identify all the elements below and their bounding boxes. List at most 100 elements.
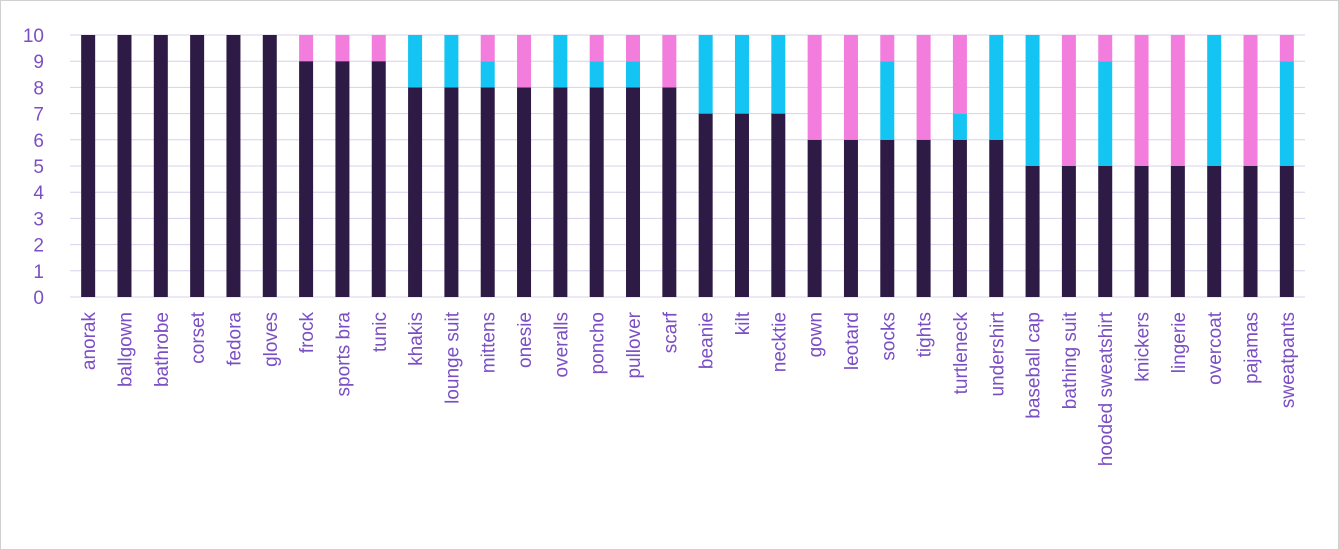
- bar-segment-knickers-series-1: [1134, 166, 1149, 297]
- y-tick-label: 10: [23, 26, 44, 47]
- y-tick-label: 2: [33, 236, 44, 257]
- x-tick-label: anorak: [79, 312, 100, 371]
- x-tick-label: turtleneck: [951, 312, 972, 395]
- bar-segment-onesie-series-1: [517, 87, 532, 298]
- bar-segment-overcoat-series-1: [1207, 166, 1222, 297]
- x-tick-label: necktie: [769, 312, 790, 372]
- bar-segment-undershirt-series-2: [989, 35, 1004, 140]
- y-tick-label: 7: [33, 105, 44, 126]
- x-tick-label: ballgown: [115, 312, 136, 387]
- x-tick-label: baseball cap: [1024, 312, 1045, 419]
- bar-segment-leotard-series-1: [843, 139, 858, 297]
- x-tick-label: khakis: [406, 312, 427, 366]
- x-tick-label: scarf: [660, 311, 681, 353]
- x-tick-label: sweatpants: [1278, 312, 1299, 408]
- x-axis-labels: anorak ballgown bathrobe corset fedora gloves…: [79, 311, 1299, 466]
- bar-segment-lingerie-series-1: [1170, 166, 1185, 297]
- bar-segment-overalls-series-2: [553, 35, 568, 88]
- bar-segment-mittens-series-1: [480, 87, 495, 298]
- bar-segment-pajamas-series-1: [1243, 166, 1258, 297]
- x-tick-label: kilt: [733, 311, 754, 335]
- x-tick-label: tunic: [370, 312, 391, 352]
- bar-segment-knickers-series-3: [1134, 35, 1149, 166]
- y-tick-label: 8: [33, 78, 44, 99]
- x-tick-label: overalls: [551, 312, 572, 377]
- bar-segment-baseball-cap-series-1: [1025, 166, 1040, 297]
- bar-segment-scarf-series-3: [662, 35, 677, 88]
- x-tick-label: frock: [297, 312, 318, 354]
- bar-segment-lounge-suit-series-1: [444, 87, 459, 298]
- bar-segment-gloves-series-1: [262, 35, 277, 297]
- x-tick-label: fedora: [224, 312, 245, 366]
- bar-segment-pullover-series-2: [626, 61, 641, 88]
- bar-segment-socks-series-2: [880, 61, 895, 140]
- bar-segment-sweatpants-series-2: [1279, 61, 1294, 167]
- x-tick-label: sports bra: [333, 312, 354, 397]
- bar-segment-overcoat-series-2: [1207, 35, 1222, 166]
- bar-segment-anorak-series-1: [81, 35, 96, 297]
- bar-segment-poncho-series-2: [589, 61, 604, 88]
- x-tick-label: undershirt: [987, 311, 1008, 396]
- bar-segment-kilt-series-1: [734, 113, 749, 297]
- bar-segment-ballgown-series-1: [117, 35, 132, 297]
- x-tick-label: knickers: [1133, 312, 1154, 382]
- x-tick-label: lounge suit: [442, 311, 463, 404]
- bar-segment-hooded-sweatshirt-series-1: [1098, 166, 1113, 297]
- bar-segment-pajamas-series-3: [1243, 35, 1258, 166]
- bar-segment-lounge-suit-series-2: [444, 35, 459, 88]
- x-tick-label: overcoat: [1205, 311, 1226, 385]
- bar-segment-sports-bra-series-1: [335, 61, 350, 298]
- bar-segment-pullover-series-3: [626, 35, 641, 62]
- bar-segment-baseball-cap-series-2: [1025, 35, 1040, 166]
- bars: [81, 35, 1294, 298]
- x-tick-label: gown: [806, 312, 827, 357]
- x-tick-label: pajamas: [1242, 312, 1263, 384]
- bar-segment-beanie-series-2: [698, 35, 713, 114]
- bar-segment-corset-series-1: [190, 35, 205, 297]
- y-tick-label: 9: [33, 52, 44, 73]
- bar-segment-bathrobe-series-1: [153, 35, 168, 297]
- bar-segment-lingerie-series-3: [1170, 35, 1185, 166]
- bar-segment-sports-bra-series-3: [335, 35, 350, 62]
- bar-segment-khakis-series-1: [408, 87, 423, 298]
- bar-segment-bathing-suit-series-1: [1061, 166, 1076, 297]
- x-tick-label: lingerie: [1169, 312, 1190, 373]
- bar-segment-tunic-series-3: [371, 35, 386, 62]
- bar-segment-tights-series-3: [916, 35, 931, 140]
- bar-segment-onesie-series-3: [517, 35, 532, 88]
- bar-segment-turtleneck-series-1: [952, 139, 967, 297]
- y-tick-label: 6: [33, 131, 44, 152]
- bar-segment-turtleneck-series-2: [952, 113, 967, 140]
- x-tick-label: socks: [878, 312, 899, 361]
- bar-segment-mittens-series-3: [480, 35, 495, 62]
- x-tick-label: corset: [188, 311, 209, 363]
- y-tick-label: 1: [33, 262, 44, 283]
- x-tick-label: onesie: [515, 312, 536, 368]
- x-tick-label: bathrobe: [152, 312, 173, 387]
- bar-segment-bathing-suit-series-3: [1061, 35, 1076, 166]
- y-tick-label: 5: [33, 157, 44, 178]
- bar-segment-socks-series-1: [880, 139, 895, 297]
- x-tick-label: pullover: [624, 311, 645, 378]
- bar-segment-necktie-series-2: [771, 35, 786, 114]
- bar-segment-socks-series-3: [880, 35, 895, 62]
- bar-segment-gown-series-1: [807, 139, 822, 297]
- y-tick-label: 3: [33, 209, 44, 230]
- bar-segment-sweatpants-series-1: [1279, 166, 1294, 297]
- bar-segment-beanie-series-1: [698, 113, 713, 297]
- y-axis-ticks: 0 1 2 3 4 5 6 7 8 9 10: [23, 26, 45, 309]
- bar-segment-hooded-sweatshirt-series-3: [1098, 35, 1113, 62]
- x-tick-label: bathing suit: [1060, 311, 1081, 409]
- bar-segment-frock-series-3: [299, 35, 314, 62]
- bar-segment-fedora-series-1: [226, 35, 241, 297]
- bar-segment-hooded-sweatshirt-series-2: [1098, 61, 1113, 167]
- bar-segment-scarf-series-1: [662, 87, 677, 298]
- x-tick-label: tights: [915, 312, 936, 357]
- bar-segment-poncho-series-1: [589, 87, 604, 298]
- x-tick-label: poncho: [588, 312, 609, 374]
- bar-segment-kilt-series-2: [734, 35, 749, 114]
- bar-segment-overalls-series-1: [553, 87, 568, 298]
- x-tick-label: hooded sweatshirt: [1096, 311, 1117, 466]
- x-tick-label: gloves: [261, 312, 282, 367]
